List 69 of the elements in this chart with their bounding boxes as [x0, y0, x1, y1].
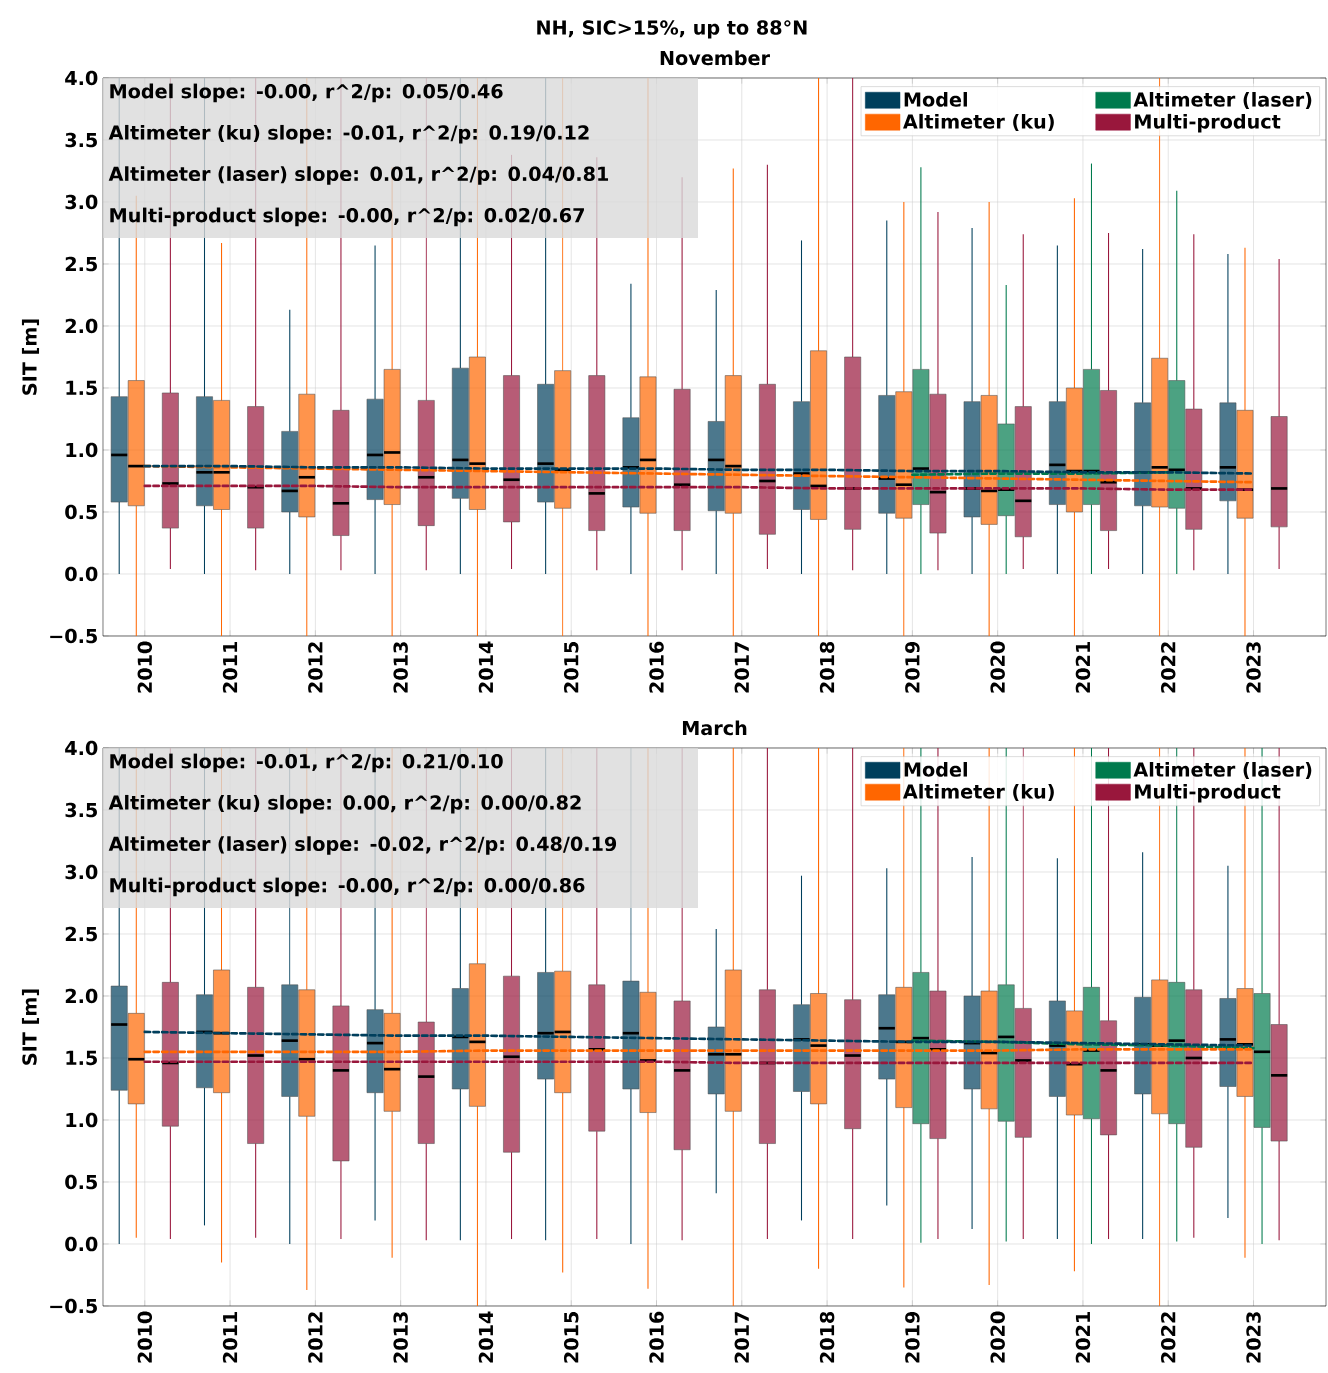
legend-label: Multi-product [1135, 783, 1281, 803]
legend-label: Altimeter (ku) [903, 113, 1054, 131]
x-tick-label: 2019 [905, 641, 920, 693]
y-tick-label: 3.0 [65, 194, 98, 210]
x-tick-label: 2013 [393, 642, 408, 693]
y-tick-label: 0.5 [65, 1174, 97, 1190]
x-tick-label: 2010 [137, 641, 153, 693]
x-tick-label: 2011 [222, 642, 238, 693]
x-tick-label: 2020 [990, 1311, 1005, 1363]
chart-title: NH, SIC>15%, up to 88°N [537, 20, 807, 39]
y-tick-label: 2.0 [65, 988, 98, 1004]
y-tick-label: 1.5 [66, 1050, 97, 1066]
x-tick-label: 2012 [308, 642, 323, 693]
chart-subtitle: November [660, 50, 770, 66]
annotation: Multi-product slope: -0.00, r^2/p: 0.02/0.67 [110, 207, 584, 227]
y-tick-label: 2.5 [65, 256, 97, 272]
legend-label: Multi-product [1135, 113, 1281, 133]
x-tick-label: 2022 [1160, 1312, 1176, 1363]
x-tick-label: 2016 [649, 1311, 664, 1363]
chart-title: March [682, 720, 747, 736]
y-tick-label: 1.0 [66, 442, 98, 458]
y-tick-label: 1.0 [66, 1112, 98, 1128]
annotation: Altimeter (ku) slope: 0.00, r^2/p: 0.00/0.82 [108, 794, 581, 814]
y-tick-label: 2.5 [65, 926, 97, 942]
x-tick-label: 2015 [563, 1312, 579, 1363]
x-tick-label: 2015 [563, 642, 579, 693]
x-tick-label: 2022 [1160, 642, 1176, 693]
y-axis-title: SIT [m] [21, 989, 40, 1065]
x-tick-label: 2019 [905, 1311, 920, 1363]
y-tick-label: 4.0 [65, 70, 98, 86]
x-tick-label: 2014 [478, 1311, 494, 1363]
x-tick-label: 2023 [1246, 1312, 1261, 1363]
x-tick-label: 2021 [1075, 1312, 1091, 1363]
legend-label: Model [904, 761, 967, 777]
x-tick-label: 2020 [990, 641, 1005, 693]
y-tick-label: 0.0 [65, 566, 98, 582]
annotation: Model slope: -0.00, r^2/p: 0.05/0.46 [110, 83, 503, 103]
y-tick-label: −0.5 [50, 628, 97, 644]
x-tick-label: 2018 [819, 1311, 835, 1363]
y-axis-title: SIT [m] [21, 319, 40, 395]
y-tick-label: 0.5 [65, 504, 97, 520]
annotation: Model slope: -0.01, r^2/p: 0.21/0.10 [110, 753, 503, 773]
annotation: Multi-product slope: -0.00, r^2/p: 0.00/0.86 [110, 877, 585, 897]
x-tick-label: 2017 [734, 1312, 750, 1363]
x-tick-label: 2013 [393, 1312, 408, 1363]
y-tick-label: 4.0 [65, 740, 98, 756]
x-tick-label: 2012 [308, 1312, 323, 1363]
y-tick-label: 2.0 [65, 318, 98, 334]
annotation: Altimeter (ku) slope: -0.01, r^2/p: 0.19/0.12 [108, 124, 589, 144]
x-tick-label: 2021 [1075, 642, 1091, 693]
y-tick-label: 3.5 [65, 802, 97, 818]
y-tick-label: 3.5 [65, 132, 97, 148]
x-tick-label: 2023 [1246, 642, 1261, 693]
x-tick-label: 2017 [734, 642, 750, 693]
y-tick-label: 1.5 [66, 380, 97, 396]
x-tick-label: 2010 [137, 1311, 153, 1363]
y-tick-label: 3.0 [65, 864, 98, 880]
y-tick-label: −0.5 [50, 1298, 97, 1314]
annotation: Altimeter (laser) slope: 0.01, r^2/p: 0.04/0.81 [108, 166, 609, 185]
legend-label: Altimeter (laser) [1133, 91, 1312, 110]
legend-label: Altimeter (laser) [1133, 761, 1312, 780]
legend-label: Model [904, 91, 967, 107]
x-tick-label: 2016 [649, 641, 664, 693]
x-tick-label: 2018 [819, 641, 835, 693]
y-tick-label: 0.0 [65, 1236, 98, 1252]
annotation: Altimeter (laser) slope: -0.02, r^2/p: 0.48/0.19 [108, 836, 617, 855]
legend-label: Altimeter (ku) [903, 783, 1054, 801]
x-tick-label: 2011 [222, 1312, 238, 1363]
x-tick-label: 2014 [478, 641, 494, 693]
